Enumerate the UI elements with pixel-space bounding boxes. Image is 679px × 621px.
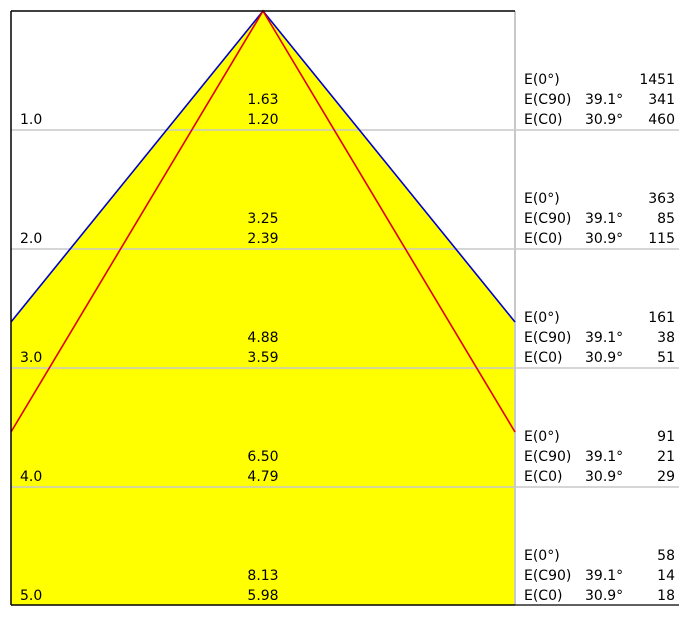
distance-label: 5.0: [20, 588, 42, 604]
beam-diameter-c90: 4.88: [247, 330, 278, 346]
beam-diameter-c0: 1.20: [247, 112, 278, 128]
ec90-value: 38: [657, 330, 675, 346]
ec0-angle: 30.9°: [585, 469, 623, 485]
ec90-value: 341: [648, 92, 675, 108]
beam-diameter-c0: 5.98: [247, 588, 278, 604]
row-separators: [11, 129, 679, 488]
ec0-label: E(C0): [524, 469, 562, 485]
distance-label: 4.0: [20, 469, 42, 485]
beam-diameter-c90: 3.25: [247, 211, 278, 227]
ec90-angle: 39.1°: [585, 330, 623, 346]
ec0-value: 18: [657, 588, 675, 604]
ec90-angle: 39.1°: [585, 211, 623, 227]
ec90-label: E(C90): [524, 92, 571, 108]
ec90-angle: 39.1°: [585, 449, 623, 465]
ec0-label: E(C0): [524, 231, 562, 247]
e0-value: 1451: [639, 72, 675, 88]
ec90-label: E(C90): [524, 211, 571, 227]
ec0-angle: 30.9°: [585, 231, 623, 247]
cone-fill: [11, 11, 515, 605]
distance-label: 1.0: [20, 112, 42, 128]
beam-diameter-c90: 6.50: [247, 449, 278, 465]
ec0-angle: 30.9°: [585, 588, 623, 604]
e0-label: E(0°): [524, 548, 560, 564]
e0-value: 363: [648, 191, 675, 207]
beam-diameter-c90: 1.63: [247, 92, 278, 108]
ec90-value: 85: [657, 211, 675, 227]
distance-label: 3.0: [20, 350, 42, 366]
ec0-value: 115: [648, 231, 675, 247]
e0-value: 58: [657, 548, 675, 564]
ec0-value: 29: [657, 469, 675, 485]
distance-label: 2.0: [20, 231, 42, 247]
ec0-label: E(C0): [524, 350, 562, 366]
ec90-label: E(C90): [524, 449, 571, 465]
frame-border: [10, 10, 515, 606]
ec0-label: E(C0): [524, 112, 562, 128]
ec0-angle: 30.9°: [585, 350, 623, 366]
ec90-angle: 39.1°: [585, 92, 623, 108]
e0-value: 161: [648, 310, 675, 326]
ec90-value: 21: [657, 449, 675, 465]
beam-diameter-c0: 3.59: [247, 350, 278, 366]
ec90-label: E(C90): [524, 330, 571, 346]
cutoff-footer-text: [20, 607, 679, 621]
e0-label: E(0°): [524, 429, 560, 445]
ec0-value: 460: [648, 112, 675, 128]
e0-label: E(0°): [524, 191, 560, 207]
ec90-value: 14: [657, 568, 675, 584]
ec90-label: E(C90): [524, 568, 571, 584]
e0-label: E(0°): [524, 72, 560, 88]
beam-diameter-c0: 2.39: [247, 231, 278, 247]
beam-diameter-c0: 4.79: [247, 469, 278, 485]
ec0-angle: 30.9°: [585, 112, 623, 128]
ec0-label: E(C0): [524, 588, 562, 604]
beam-diameter-c90: 8.13: [247, 568, 278, 584]
e0-label: E(0°): [524, 310, 560, 326]
ec90-angle: 39.1°: [585, 568, 623, 584]
ec0-value: 51: [657, 350, 675, 366]
e0-value: 91: [657, 429, 675, 445]
